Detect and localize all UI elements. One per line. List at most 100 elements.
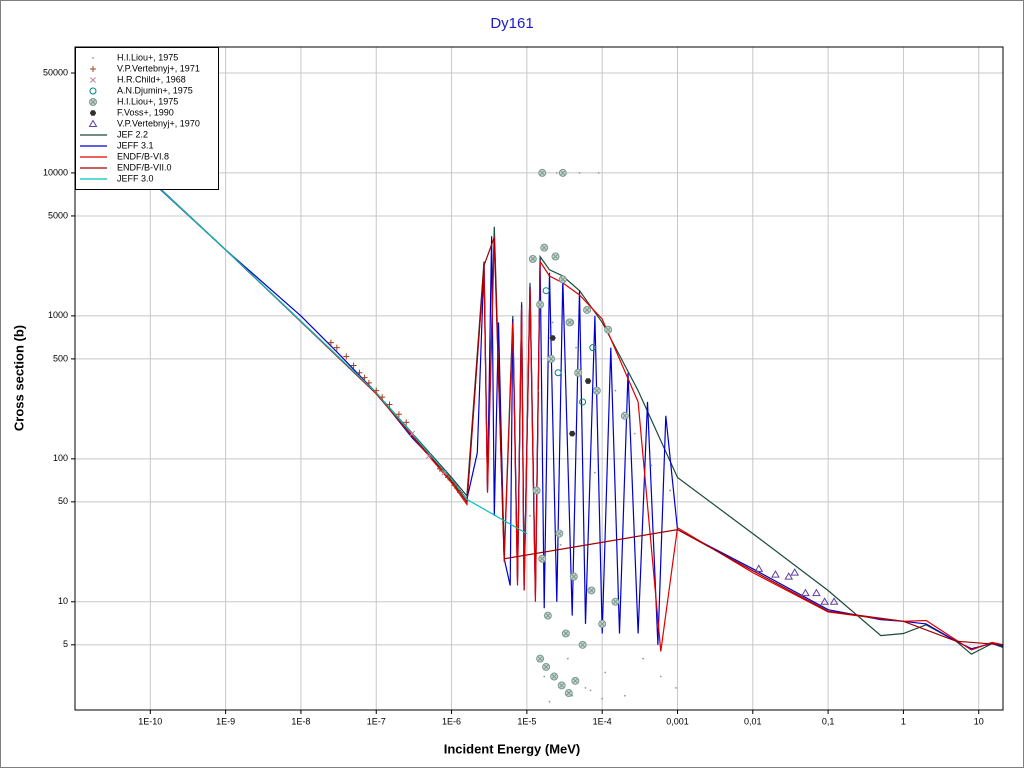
data-point: [538, 168, 547, 177]
data-point: [551, 321, 554, 324]
data-point: [633, 432, 636, 435]
x-tick-label: 1E-4: [593, 716, 612, 726]
data-point: [569, 572, 578, 581]
data-point: [365, 379, 372, 386]
legend-label: H.I.Liou+, 1975: [117, 52, 178, 62]
data-point: [441, 469, 448, 476]
x-tick-label: 1E-9: [216, 716, 235, 726]
y-tick-label: 1000: [48, 310, 68, 320]
data-point: [611, 597, 620, 606]
data-point: [343, 353, 350, 360]
data-point: [403, 419, 410, 426]
data-point: [536, 300, 545, 309]
legend-label: JEFF 3.0: [117, 173, 154, 183]
data-point: [571, 676, 580, 685]
x-axis-label: Incident Energy (MeV): [444, 741, 581, 756]
grid: 1E-10 1E-9 1E-8 1E-7 1E-6 1E-5 1E-4 0,001 0,01 0,…: [43, 47, 1003, 726]
data-point: [829, 597, 839, 605]
data-point: [584, 378, 592, 384]
data-point: [379, 394, 386, 401]
x-tick-label: 1E-5: [517, 716, 536, 726]
x-tick-label: 0,001: [666, 716, 689, 726]
x-tick-label: 0,1: [822, 716, 835, 726]
y-tick-label: 5: [63, 639, 68, 649]
data-point: [386, 401, 393, 408]
data-point: [547, 354, 556, 363]
data-point: [543, 675, 546, 678]
data-point: [589, 689, 592, 692]
data-point: [642, 657, 645, 660]
data-point: [554, 369, 562, 377]
legend-marker: [89, 110, 97, 116]
data-point: [350, 362, 357, 369]
data-point: [542, 287, 550, 295]
y-tick-label: 50000: [43, 67, 68, 77]
data-point: [532, 486, 541, 495]
plot-area: [75, 108, 1003, 703]
data-point: [451, 482, 458, 489]
data-point: [574, 368, 583, 377]
data-point: [561, 629, 570, 638]
data-point: [801, 588, 810, 597]
data-point: [575, 346, 577, 349]
data-point: [583, 305, 592, 314]
data-point: [593, 471, 596, 474]
data-point: [820, 597, 830, 605]
data-point: [361, 374, 368, 381]
data-point: [604, 671, 607, 674]
legend-label: V.P.Vertebnyj+, 1971: [117, 63, 200, 73]
data-point: [754, 564, 764, 572]
data-point: [529, 514, 531, 517]
legend-label: ENDF/B-VI.8: [117, 151, 169, 161]
data-point: [587, 586, 596, 595]
data-point: [558, 168, 567, 177]
y-tick-label: 500: [53, 353, 68, 363]
y-tick-label: 10: [58, 596, 68, 606]
y-tick-label: 100: [53, 453, 68, 463]
x-tick-label: 1E-8: [291, 716, 310, 726]
data-point: [395, 411, 402, 418]
x-tick-label: 0,01: [744, 716, 762, 726]
legend-marker: [89, 87, 97, 95]
data-point: [771, 570, 780, 578]
data-line: [75, 108, 1003, 650]
data-point: [604, 325, 613, 334]
data-point: [784, 572, 794, 580]
data-point: [592, 386, 601, 395]
data-point: [790, 568, 800, 576]
data-point: [536, 654, 545, 663]
data-line: [75, 108, 1003, 655]
plot-border: [74, 46, 1004, 711]
data-point: [674, 686, 677, 689]
legend-marker: [88, 119, 98, 127]
data-point: [549, 335, 556, 341]
data-point: [327, 339, 334, 346]
legend-marker: [90, 66, 96, 72]
data-point: [536, 389, 539, 392]
data-point: [659, 675, 662, 678]
data-point: [550, 672, 559, 681]
data-point: [409, 430, 416, 437]
data-point: [542, 662, 551, 671]
data-point: [597, 172, 600, 174]
data-point: [620, 411, 629, 420]
legend-label: A.N.Djumin+, 1975: [117, 85, 193, 95]
data-point: [426, 452, 432, 459]
y-axis-label: Cross section (b): [11, 325, 26, 431]
data-point: [445, 474, 452, 481]
legend-label: H.R.Child+, 1968: [117, 74, 186, 84]
data-point: [601, 697, 604, 700]
data-point: [584, 686, 587, 689]
x-tick-label: 1E-7: [367, 716, 386, 726]
data-point: [578, 640, 587, 649]
y-tick-label: 50: [58, 496, 68, 506]
data-point: [373, 387, 380, 394]
legend-label: JEF 2.2: [117, 129, 148, 139]
x-tick-label: 1E-6: [442, 716, 461, 726]
x-tick-label: 1E-10: [138, 716, 162, 726]
y-tick-label: 10000: [43, 167, 68, 177]
legend-label: V.P.Vertebnyj+, 1970: [117, 118, 200, 128]
data-point: [538, 554, 547, 563]
data-point: [555, 529, 564, 538]
legend-label: F.Voss+, 1990: [117, 107, 174, 117]
